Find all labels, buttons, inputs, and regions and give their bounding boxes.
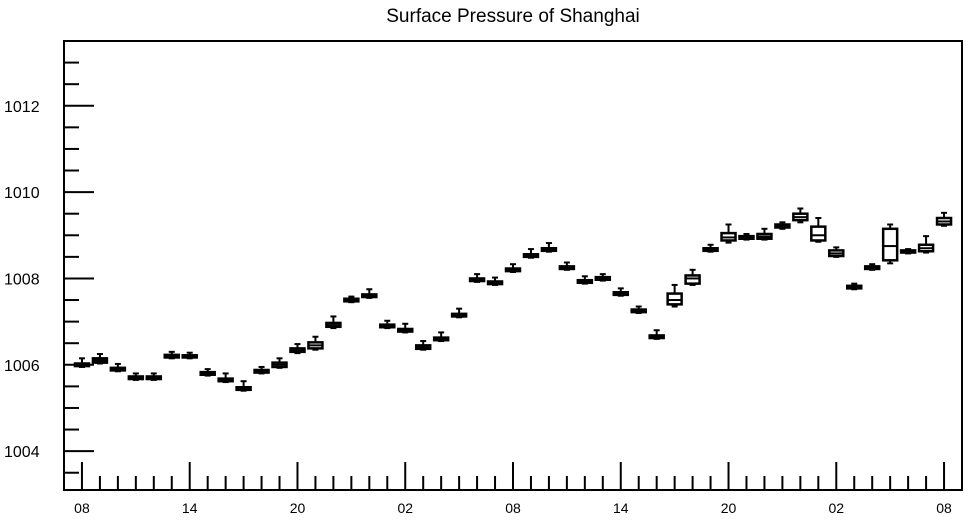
box-plot	[343, 295, 360, 304]
box-plot	[468, 273, 486, 283]
box-plot	[540, 242, 558, 253]
box-plot	[702, 243, 719, 253]
box-plot	[163, 350, 181, 360]
x-tick-label: 20	[721, 500, 737, 516]
box-plot	[271, 357, 288, 369]
box-iqr	[881, 227, 899, 262]
box-plot	[648, 329, 665, 340]
box-plot	[199, 368, 216, 377]
box-plot	[845, 282, 863, 291]
chart-title: Surface Pressure of Shanghai	[386, 6, 640, 27]
y-tick-label: 1008	[4, 271, 40, 288]
box-plot	[720, 223, 737, 244]
box-plot	[145, 372, 163, 381]
box-iqr	[810, 225, 827, 242]
box-plot	[666, 283, 683, 308]
x-tick-label: 08	[505, 500, 521, 516]
box-plot	[235, 380, 252, 392]
box-plot	[576, 275, 594, 285]
box-plot	[774, 221, 791, 230]
box-plot	[899, 248, 917, 255]
box-plot	[917, 235, 935, 254]
box-plot	[109, 362, 127, 373]
x-tick-label: 02	[828, 500, 844, 516]
x-tick-label: 14	[613, 500, 629, 516]
box-plot	[810, 217, 827, 243]
box-plot	[379, 319, 396, 330]
box-plot	[594, 273, 612, 282]
box-plot	[684, 268, 701, 286]
box-plot	[504, 263, 522, 273]
x-axis: 08 14 20 02 08 14 20 02 08	[74, 462, 952, 516]
box-plot	[217, 372, 234, 384]
y-tick-label: 1004	[4, 444, 40, 461]
box-plot	[73, 357, 91, 368]
y-tick-label: 1012	[4, 99, 40, 116]
box-plot	[91, 353, 109, 365]
x-tick-label: 20	[290, 500, 306, 516]
box-plot	[289, 343, 306, 355]
box-plot	[612, 287, 630, 297]
box-plot	[828, 246, 845, 258]
box-plot	[756, 227, 773, 241]
box-plot	[935, 211, 953, 227]
x-tick-label: 08	[936, 500, 952, 516]
box-plot	[253, 365, 270, 375]
box-plot	[307, 335, 324, 351]
box-plot	[863, 263, 881, 271]
box-plot	[181, 351, 198, 360]
box-plot	[792, 207, 809, 224]
box-plot	[127, 372, 145, 381]
box-plot	[325, 315, 342, 330]
box-plot	[450, 307, 468, 319]
box-plot	[361, 288, 378, 299]
x-tick-label: 02	[397, 500, 413, 516]
box-plot	[522, 248, 540, 259]
box-iqr	[666, 292, 683, 306]
x-tick-label: 08	[74, 500, 90, 516]
box-plot	[881, 223, 899, 265]
box-iqr	[684, 274, 701, 285]
box-plot	[630, 305, 647, 314]
box-plot	[738, 232, 755, 241]
y-tick-label: 1006	[4, 358, 40, 375]
y-axis: 1004 1006 1008 1010 1012	[4, 40, 94, 474]
box-plot	[414, 340, 432, 351]
x-tick-label: 14	[182, 500, 198, 516]
box-plot	[396, 322, 414, 334]
box-series	[73, 207, 953, 392]
box-plot	[558, 261, 576, 271]
box-plot	[486, 276, 504, 286]
y-tick-label: 1010	[4, 185, 40, 202]
box-plot	[432, 331, 450, 343]
